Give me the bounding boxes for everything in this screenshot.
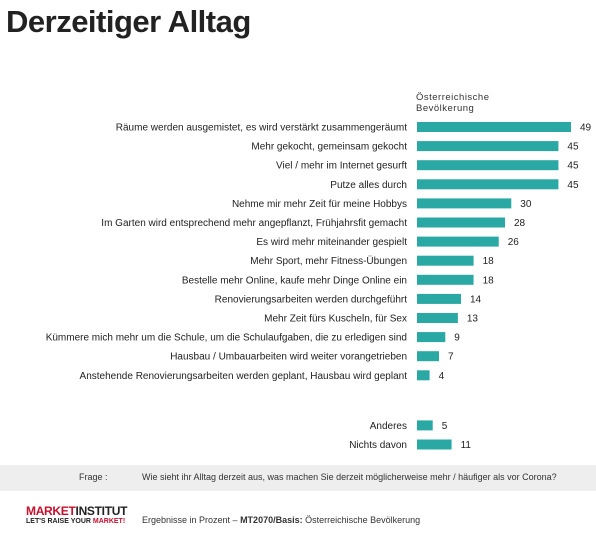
logo-tagline: LET'S RAISE YOUR — [26, 518, 93, 525]
question-label: Frage : — [79, 472, 108, 482]
footnote-study: MT2070/Basis: — [240, 515, 303, 525]
value-label: 28 — [514, 218, 526, 229]
market-institut-logo: MARKETINSTITUT LET'S RAISE YOUR MARKET! — [26, 505, 127, 526]
bar — [417, 274, 474, 285]
value-label: 11 — [461, 440, 472, 451]
value-label: 45 — [567, 161, 579, 172]
logo-tagline-emph: MARKET! — [92, 518, 126, 525]
value-label: 45 — [567, 142, 579, 153]
bar — [417, 198, 512, 209]
value-label: 30 — [520, 199, 532, 210]
bar — [417, 236, 499, 247]
category-label: Anderes — [370, 421, 407, 432]
category-label: Anstehende Renovierungsarbeiten werden g… — [80, 371, 408, 382]
category-label: Hausbau / Umbauarbeiten wird weiter vora… — [170, 352, 407, 363]
category-label: Mehr Zeit fürs Kuscheln, für Sex — [264, 314, 407, 325]
category-label: Im Garten wird entsprechend mehr angepfl… — [101, 218, 407, 229]
category-label: Nichts davon — [349, 440, 407, 451]
value-label: 45 — [567, 180, 579, 191]
value-label: 7 — [448, 352, 454, 363]
bar — [417, 370, 430, 381]
footnote: Ergebnisse in Prozent – MT2070/Basis: Ös… — [142, 515, 420, 525]
category-label: Putze alles durch — [330, 180, 407, 191]
question-box — [0, 465, 596, 491]
bar — [417, 160, 559, 171]
bar — [417, 351, 439, 362]
category-label: Bestelle mehr Online, kaufe mehr Dinge O… — [182, 275, 407, 286]
value-label: 13 — [467, 314, 479, 325]
question-text: Wie sieht ihr Alltag derzeit aus, was ma… — [142, 472, 557, 482]
value-label: 18 — [483, 256, 495, 267]
bar — [417, 439, 452, 450]
value-label: 4 — [439, 371, 445, 382]
bar — [417, 420, 433, 431]
bar — [417, 255, 474, 266]
bar-chart: Räume werden ausgemistet, es wird verstä… — [46, 122, 592, 451]
chart-title: Derzeitiger Alltag — [6, 4, 251, 39]
bar — [417, 293, 461, 304]
value-label: 9 — [454, 333, 460, 344]
logo-part-institut: INSTITUT — [75, 504, 128, 518]
bar — [417, 141, 559, 152]
value-label: 5 — [442, 421, 448, 432]
value-label: 14 — [470, 294, 482, 305]
column-header: Österreichische Bevölkerung — [416, 92, 490, 114]
logo-part-market: MARKET — [26, 504, 76, 518]
bar — [417, 332, 446, 343]
category-label: Räume werden ausgemistet, es wird verstä… — [116, 123, 407, 134]
value-label: 26 — [508, 237, 520, 248]
footnote-base: Österreichische Bevölkerung — [302, 515, 421, 525]
value-label: 49 — [580, 123, 592, 134]
bar — [417, 122, 571, 132]
category-label: Kümmere mich mehr um die Schule, um die … — [46, 333, 407, 344]
footnote-prefix: Ergebnisse in Prozent – — [142, 515, 241, 525]
category-label: Es wird mehr miteinander gespielt — [256, 237, 407, 248]
bar — [417, 217, 505, 228]
bar — [417, 313, 458, 323]
value-label: 18 — [483, 275, 495, 286]
category-label: Mehr Sport, mehr Fitness-Übungen — [250, 255, 407, 267]
category-label: Nehme mir mehr Zeit für meine Hobbys — [232, 199, 407, 210]
bar — [417, 179, 559, 190]
category-label: Mehr gekocht, gemeinsam gekocht — [251, 142, 407, 153]
category-label: Viel / mehr im Internet gesurft — [276, 161, 407, 172]
category-label: Renovierungsarbeiten werden durchgeführt — [215, 294, 408, 305]
